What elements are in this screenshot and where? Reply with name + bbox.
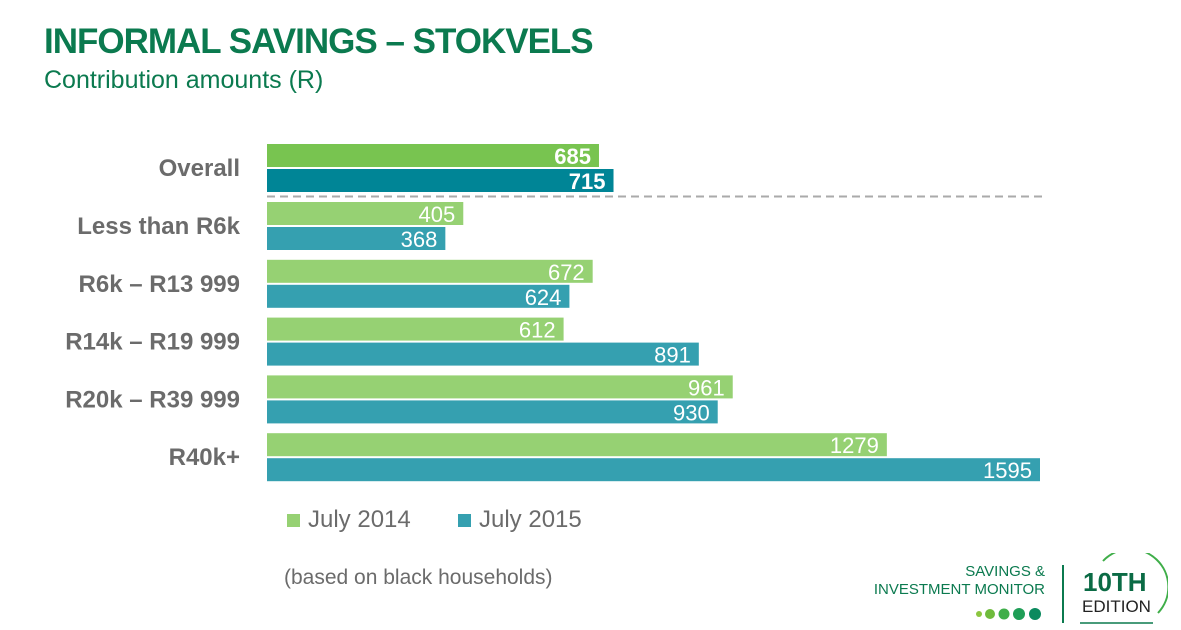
bar-2015	[267, 342, 699, 366]
logo-edition-number: 10TH	[1083, 567, 1147, 597]
category-label: R40k+	[169, 444, 240, 471]
data-label: 612	[519, 318, 556, 343]
data-label: 672	[548, 260, 585, 285]
data-label: 930	[673, 400, 710, 425]
footnote: (based on black households)	[284, 566, 553, 589]
data-label: 1595	[983, 458, 1032, 483]
data-label: 891	[654, 343, 691, 368]
bar-2015	[267, 458, 1040, 482]
page-subtitle: Contribution amounts (R)	[44, 66, 324, 94]
legend-label: July 2014	[308, 506, 411, 533]
bar-2014	[267, 433, 887, 457]
category-label: Less than R6k	[77, 213, 240, 240]
savings-investment-monitor-logo: SAVINGS & INVESTMENT MONITOR 10TH EDITIO…	[860, 545, 1180, 630]
data-label: 624	[525, 285, 562, 310]
logo-divider	[1062, 565, 1064, 623]
category-label: R20k – R39 999	[65, 386, 240, 413]
bar-2015	[267, 400, 718, 424]
bar-2014	[267, 317, 564, 341]
legend-item-2015: July 2015	[458, 506, 582, 534]
data-label: 715	[569, 169, 606, 194]
logo-line1: SAVINGS &	[965, 563, 1045, 580]
legend-label: July 2015	[479, 506, 582, 533]
data-label: 405	[419, 202, 456, 227]
data-label: 1279	[830, 433, 879, 458]
data-label: 685	[554, 144, 591, 169]
data-label: 368	[401, 227, 438, 252]
bar-2014	[267, 202, 464, 225]
legend-swatch	[287, 513, 300, 527]
logo-edition-word: EDITION	[1082, 597, 1151, 616]
bar-2015	[267, 169, 614, 192]
category-label: Overall	[159, 155, 240, 182]
bar-2014	[267, 375, 733, 399]
category-label: R6k – R13 999	[79, 271, 240, 298]
category-label: R14k – R19 999	[65, 329, 240, 356]
logo-dots-icon	[976, 608, 1041, 620]
legend-swatch	[458, 513, 471, 527]
bar-2014	[267, 144, 599, 167]
bar-2015	[267, 284, 570, 308]
page-title: INFORMAL SAVINGS – STOKVELS	[44, 22, 594, 61]
bar-2015	[267, 227, 446, 250]
legend-item-2014: July 2014	[287, 506, 411, 534]
bar-2014	[267, 259, 593, 283]
logo-arc-icon	[1080, 553, 1168, 624]
logo-line2: INVESTMENT MONITOR	[873, 581, 1045, 598]
data-label: 961	[688, 375, 725, 400]
